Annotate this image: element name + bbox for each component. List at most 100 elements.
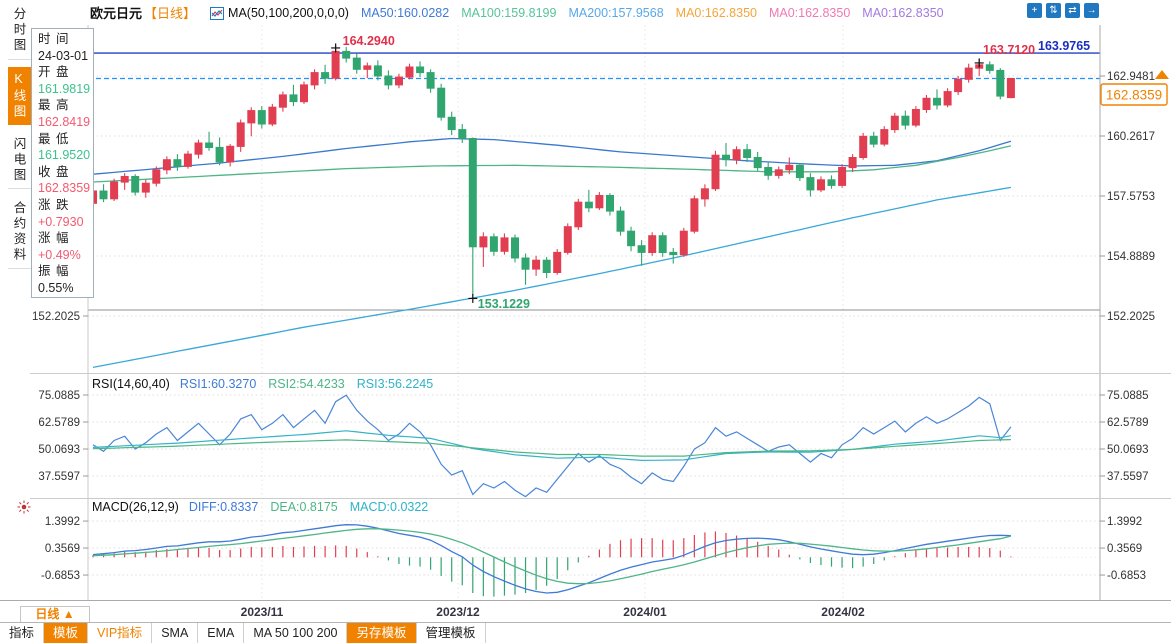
svg-text:1.3992: 1.3992 <box>1107 516 1142 528</box>
svg-text:152.2025: 152.2025 <box>1107 311 1155 323</box>
tab-lightning-chart[interactable]: 闪电图 <box>7 131 31 189</box>
toolbar-item-save-as-template[interactable]: 另存模板 <box>347 623 417 643</box>
svg-text:160.2617: 160.2617 <box>1107 131 1155 143</box>
svg-text:164.2940: 164.2940 <box>343 34 395 48</box>
rsi-value: RSI1:60.3270 <box>179 377 257 391</box>
detach-window-icon[interactable]: → <box>1084 3 1099 18</box>
info-value: 162.8359 <box>38 181 91 196</box>
info-label: 收 盘 <box>38 164 70 179</box>
candlestick-series <box>89 45 1015 296</box>
info-value: 161.9520 <box>38 148 91 163</box>
ma-value: MA0:162.8350 <box>675 5 757 20</box>
rsi-pane-header: RSI(14,60,40) RSI1:60.3270 RSI2:54.4233 RSI… <box>92 377 445 391</box>
macd-value: MACD:0.0322 <box>349 500 429 514</box>
chart-header: 欧元日元 【日线】 MA(50,100,200,0,0,0) MA50:160.… <box>0 0 1171 25</box>
price-annotations: 164.2940 153.1229 163.7120 163.9765 <box>331 34 1090 311</box>
toolbar-item-vip-indicators[interactable]: VIP指标 <box>88 623 153 643</box>
tab-timeshare-chart[interactable]: 分时图 <box>7 2 31 60</box>
macd-lines <box>92 524 1012 594</box>
bottom-toolbar: 指标 模板 VIP指标 SMA EMA MA 50 100 200 另存模板 管理模板 <box>0 622 1171 643</box>
ma-value: MA100:159.8199 <box>461 5 557 20</box>
pane-borders <box>0 25 1171 601</box>
svg-text:75.0885: 75.0885 <box>38 390 80 402</box>
svg-text:75.0885: 75.0885 <box>1107 390 1149 402</box>
svg-text:153.1229: 153.1229 <box>478 297 530 311</box>
toolbar-item-manage-templates[interactable]: 管理模板 <box>417 623 486 643</box>
rsi-value: RSI2:54.4233 <box>268 377 345 391</box>
macd-indicator-icon[interactable] <box>17 500 31 514</box>
ma-value: MA200:157.9568 <box>568 5 664 20</box>
toolbar-item-templates[interactable]: 模板 <box>44 623 89 643</box>
info-value: +0.7930 <box>38 214 84 229</box>
window-controls: + ⇅ ⇄ → <box>1027 3 1099 18</box>
ma200-line <box>92 186 1012 369</box>
svg-text:-0.6853: -0.6853 <box>1107 570 1146 582</box>
svg-text:37.5597: 37.5597 <box>38 471 80 483</box>
toolbar-item-ema[interactable]: EMA <box>198 623 245 643</box>
tab-kline-chart[interactable]: K线图 <box>7 66 31 125</box>
x-axis-month-label: 2023/11 <box>240 605 284 619</box>
toolbar-item-sma[interactable]: SMA <box>152 623 199 643</box>
macd-pane-header: MACD(26,12,9) DIFF:0.8337 DEA:0.8175 MACD:0… <box>92 500 440 514</box>
y-axis-labels: 165.6345162.9481160.2617157.5753154.8889… <box>32 11 1155 582</box>
svg-text:163.7120: 163.7120 <box>983 43 1035 57</box>
svg-text:152.2025: 152.2025 <box>32 311 80 323</box>
ma-settings-label: MA(50,100,200,0,0,0) <box>228 5 349 20</box>
svg-text:0.3569: 0.3569 <box>1107 543 1142 555</box>
svg-text:1.3992: 1.3992 <box>45 516 80 528</box>
info-value: +0.49% <box>38 247 81 262</box>
macd-value: DIFF:0.8337 <box>188 500 259 514</box>
ma-indicator-icon <box>210 6 225 20</box>
info-value: 0.55% <box>38 280 74 295</box>
info-value: 24-03-01 <box>38 48 89 63</box>
current-price-tag: 162.8359 <box>1100 70 1169 106</box>
macd-histogram <box>92 531 1012 597</box>
x-axis-month-label: 2024/01 <box>623 605 667 619</box>
svg-text:163.9765: 163.9765 <box>1038 39 1090 53</box>
svg-text:162.9481: 162.9481 <box>1107 71 1155 83</box>
ma-values: MA50:160.0282 MA100:159.8199 MA200:157.956… <box>349 6 944 20</box>
svg-text:162.8359: 162.8359 <box>1106 88 1162 103</box>
quote-info-panel: 时 间 24-03-01 开 盘 161.9819 最 高 162.8419 最 低 161.… <box>31 28 94 298</box>
info-value: 162.8419 <box>38 114 91 129</box>
rsi-title: RSI(14,60,40) <box>92 377 170 391</box>
info-label: 开 盘 <box>38 65 70 80</box>
x-axis-scale-icon[interactable]: ⇄ <box>1065 3 1080 18</box>
svg-text:-0.6853: -0.6853 <box>41 570 80 582</box>
macd-title: MACD(26,12,9) <box>92 500 179 514</box>
info-label: 最 低 <box>38 131 70 146</box>
info-label: 最 高 <box>38 98 70 113</box>
svg-text:37.5597: 37.5597 <box>1107 471 1149 483</box>
tab-contract-info[interactable]: 合约资料 <box>7 196 31 269</box>
symbol-title: 欧元日元 <box>90 6 143 21</box>
period-selector-button[interactable]: 日线 ▲ <box>20 606 90 623</box>
x-axis-month-label: 2023/12 <box>436 605 480 619</box>
info-value: 161.9819 <box>38 81 91 96</box>
toolbar-item-indicators[interactable]: 指标 <box>0 623 45 643</box>
x-axis-row: 日线 ▲ 2023/11 2023/12 2024/01 2024/02 <box>0 601 1171 623</box>
pan-icon[interactable]: + <box>1027 3 1042 18</box>
period-tag: 【日线】 <box>144 6 197 21</box>
info-label: 时 间 <box>38 32 70 46</box>
svg-text:0.3569: 0.3569 <box>45 543 80 555</box>
y-axis-scale-icon[interactable]: ⇅ <box>1046 3 1061 18</box>
info-label: 涨 跌 <box>38 197 70 212</box>
svg-text:50.0693: 50.0693 <box>1107 444 1149 456</box>
ma-value: MA0:162.8350 <box>862 5 944 20</box>
reference-lines <box>88 21 1100 311</box>
ma-value: MA0:162.8350 <box>768 5 851 20</box>
info-label: 振 幅 <box>38 264 70 279</box>
ma-value: MA50:160.0282 <box>360 5 450 20</box>
rsi-value: RSI3:56.2245 <box>356 377 434 391</box>
price-up-arrow-icon <box>1155 70 1169 79</box>
toolbar-item-ma-50-100-200[interactable]: MA 50 100 200 <box>244 623 348 643</box>
svg-text:62.5789: 62.5789 <box>1107 417 1149 429</box>
info-label: 涨 幅 <box>38 231 70 246</box>
ma100-line <box>92 145 1012 183</box>
chart-type-tabs: 分时图 K线图闪电图合约资料 <box>7 2 31 276</box>
rsi-lines <box>92 394 1012 498</box>
svg-text:154.8889: 154.8889 <box>1107 251 1155 263</box>
svg-text:62.5789: 62.5789 <box>38 417 80 429</box>
